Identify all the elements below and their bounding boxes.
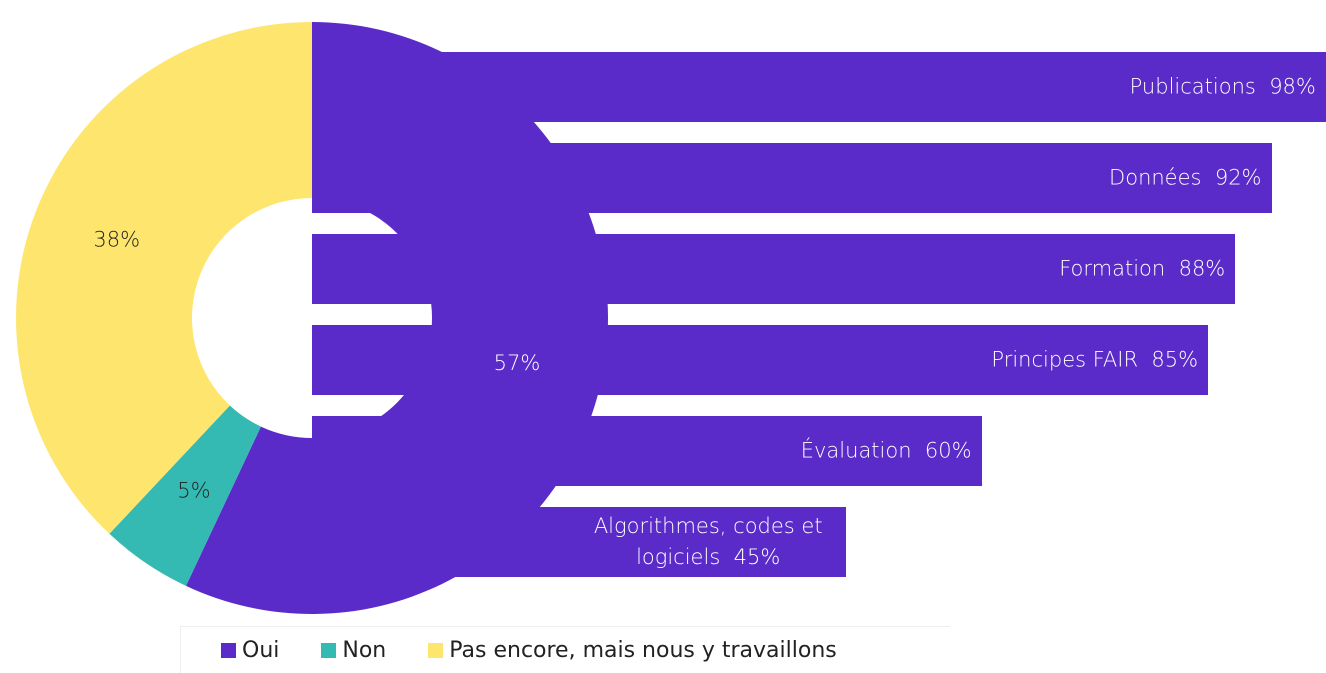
slice-label: 38% (93, 228, 140, 252)
bar-label: Formation 88% (1059, 254, 1225, 285)
legend-swatch (221, 642, 236, 658)
bar-label: Évaluation 60% (801, 436, 972, 467)
bar-value-label: 60% (924, 438, 972, 463)
legend-item: Oui (221, 638, 279, 663)
bar-label: Publications 98% (1130, 72, 1316, 103)
slice-label: 57% (494, 351, 541, 375)
slice-label: 5% (177, 479, 210, 503)
legend: Oui Non Pas encore, mais nous y travaillon… (180, 626, 950, 673)
legend-label: Oui (242, 637, 280, 663)
bar-category: Données (1109, 165, 1202, 190)
bar-value-label: 92% (1214, 165, 1262, 190)
legend-item: Pas encore, mais nous y travaillons (428, 637, 837, 663)
bar-value-label: 98% (1269, 74, 1316, 99)
legend-item: Non (321, 638, 386, 663)
bar-category: Principes FAIR (991, 347, 1139, 372)
bar-category: Évaluation (800, 438, 912, 463)
legend-label: Pas encore, mais nous y travaillons (449, 637, 837, 663)
legend-swatch (428, 642, 444, 658)
legend-label: Non (342, 637, 387, 663)
donut-slice (16, 22, 313, 534)
bar-value-label: 45% (733, 545, 781, 569)
bar-category: Formation (1059, 256, 1166, 281)
bar-label: Données 92% (1109, 163, 1261, 194)
legend-swatch (321, 642, 337, 658)
bar-label: Principes FAIR 85% (991, 345, 1198, 376)
bar-value-label: 88% (1178, 256, 1226, 281)
bar-value-label: 85% (1151, 347, 1199, 372)
donut-slice (185, 22, 608, 614)
bar-label: Algorithmes, codes et logiciels 45% (581, 511, 836, 573)
bar-category: Publications (1129, 74, 1256, 99)
donut-slice (109, 405, 261, 586)
bar-category: Algorithmes, codes et logiciels (593, 514, 823, 569)
